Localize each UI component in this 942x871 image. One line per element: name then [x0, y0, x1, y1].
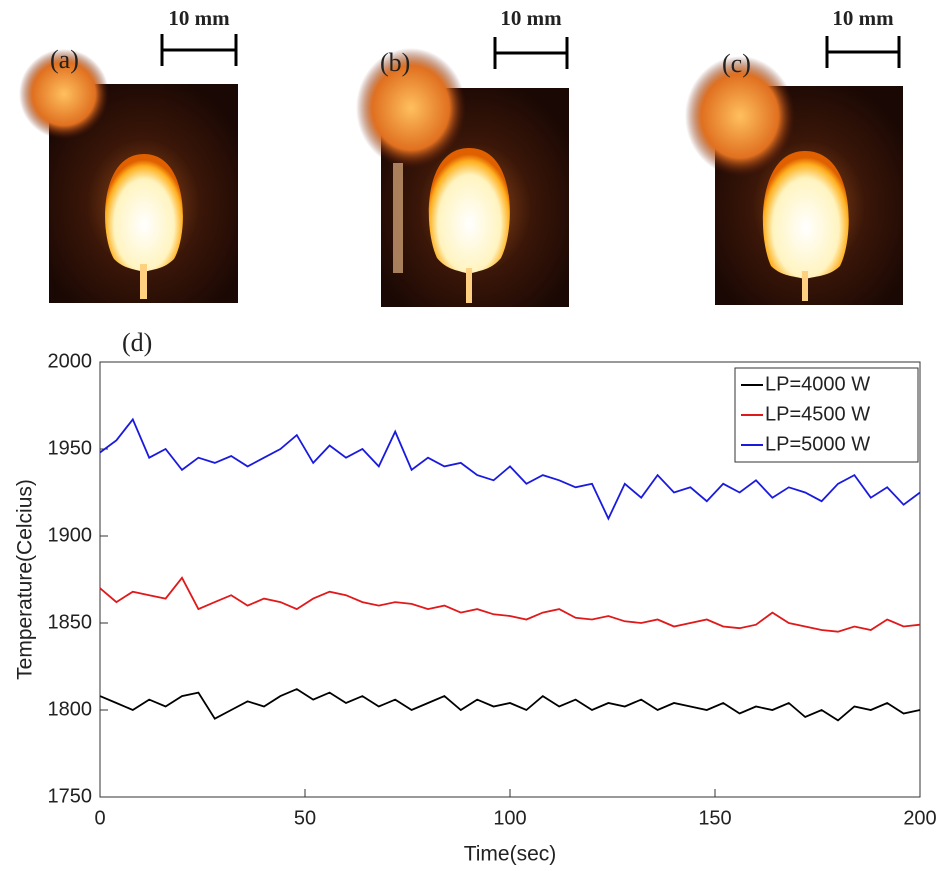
- y-tick-label: 2000: [48, 350, 93, 372]
- y-tick-label: 1750: [48, 785, 93, 807]
- legend-label: LP=5000 W: [765, 433, 870, 455]
- x-axis-label: Time(sec): [464, 843, 557, 866]
- legend-label: LP=4500 W: [765, 403, 870, 425]
- y-axis-label: Temperature(Celcius): [14, 479, 37, 680]
- scale-bar: [825, 36, 901, 68]
- x-tick-label: 0: [94, 807, 105, 829]
- scale-label: 10 mm: [168, 6, 230, 30]
- x-tick-label: 200: [903, 807, 936, 829]
- x-tick-label: 100: [493, 807, 526, 829]
- panel-label: (d): [122, 328, 152, 357]
- scale-label: 10 mm: [500, 6, 562, 30]
- y-tick-label: 1850: [48, 611, 93, 633]
- y-tick-label: 1800: [48, 698, 93, 720]
- legend-label: LP=4000 W: [765, 373, 870, 395]
- scale-bar: [160, 34, 238, 66]
- series-line: [99, 576, 921, 633]
- photo-panels: [19, 48, 903, 307]
- panel-label: (b): [380, 48, 410, 77]
- flame-photo: [356, 48, 569, 307]
- flame-photo: [19, 49, 238, 303]
- x-tick-label: 150: [698, 807, 731, 829]
- series-line: [99, 417, 921, 521]
- legend-box: [734, 367, 919, 463]
- x-tick-label: 50: [294, 807, 316, 829]
- scale-label: 10 mm: [832, 6, 894, 30]
- panel-label: (c): [722, 49, 751, 78]
- y-tick-label: 1950: [48, 437, 93, 459]
- flame-photo: [685, 56, 903, 305]
- y-tick-label: 1900: [48, 524, 93, 546]
- scale-bar: [493, 37, 569, 69]
- series-line: [99, 688, 921, 722]
- panel-label: (a): [50, 45, 79, 74]
